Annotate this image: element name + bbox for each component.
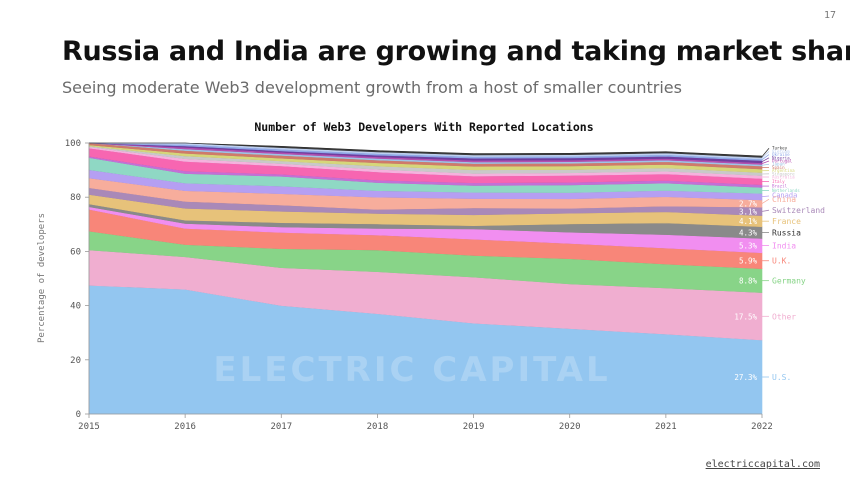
- slide-subtitle: Seeing moderate Web3 development growth …: [62, 78, 682, 97]
- label-leader-portugal: [761, 160, 770, 164]
- watermark: ELECTRIC CAPITAL: [213, 350, 610, 390]
- series-label-vietnam: Vietnam: [772, 149, 790, 154]
- series-label-u-k: U.K.: [772, 257, 791, 266]
- area-layers: [88, 142, 763, 415]
- label-leader-japan: [761, 163, 770, 166]
- series-label-germany: Germany: [772, 277, 806, 286]
- data-label-switzerland: 3.1%: [739, 207, 758, 216]
- data-label-u-s: 27.3%: [734, 373, 757, 382]
- x-tick-label: 2022: [751, 422, 773, 432]
- data-label-france: 4.1%: [739, 217, 758, 226]
- series-label-france: France: [772, 217, 801, 226]
- series-label-singapore: Singapore: [772, 171, 795, 176]
- footer-link[interactable]: electriccapital.com: [705, 459, 820, 470]
- x-tick-label: 2015: [78, 422, 100, 432]
- data-label-russia: 4.3%: [739, 229, 758, 238]
- label-leader-switzerland: [761, 209, 770, 212]
- chart-axes: 0 20 40 60 80 100 2015 2016 2017 2018 2019 2020 2021…: [65, 139, 773, 432]
- series-label-turkey: Turkey: [772, 146, 788, 151]
- series-label-spain: Spain: [772, 165, 785, 170]
- series-label-u-s: U.S.: [772, 373, 791, 382]
- series-label-brazil: Brazil: [772, 184, 788, 189]
- series-labels: U.S. 27.3% Other 17.5% Germany 8.8% U.K. 5.9% In…: [734, 146, 825, 382]
- label-leader-vietnam: [761, 151, 770, 159]
- series-label-russia: Russia: [772, 229, 801, 238]
- area-turkey: [89, 142, 763, 158]
- series-label-argentina: Argentina: [772, 168, 795, 173]
- series-label-italy: Italy: [772, 179, 785, 184]
- label-leader-china: [761, 198, 770, 204]
- slide-title: Russia and India are growing and taking …: [62, 36, 850, 67]
- series-label-netherlands: Netherlands: [772, 188, 800, 193]
- x-tick-label: 2019: [463, 422, 485, 432]
- series-label-australia: Australia: [772, 175, 795, 180]
- series-label-india: India: [772, 242, 796, 251]
- series-label-ukraine: Ukraine: [772, 152, 790, 157]
- x-tick-label: 2016: [174, 422, 196, 432]
- area-edge-turkey: [89, 142, 763, 157]
- series-label-switzerland: Switzerland: [772, 206, 825, 215]
- y-tick-label: 40: [70, 302, 81, 312]
- x-tick-label: 2021: [655, 422, 677, 432]
- data-label-germany: 8.8%: [739, 277, 758, 286]
- label-leader-ukraine: [761, 154, 770, 161]
- data-label-india: 5.3%: [739, 242, 758, 251]
- y-tick-label: 60: [70, 247, 81, 257]
- y-tick-label: 0: [76, 410, 81, 420]
- data-label-other: 17.5%: [734, 312, 757, 321]
- label-leader-turkey: [761, 147, 770, 157]
- data-label-china: 2.7%: [739, 200, 758, 209]
- series-label-nigeria: Nigeria: [772, 155, 790, 160]
- y-tick-label: 100: [65, 139, 81, 149]
- series-label-other: Other: [772, 312, 796, 321]
- data-label-u-k: 5.9%: [739, 257, 758, 266]
- x-tick-label: 2018: [367, 422, 389, 432]
- x-tick-label: 2017: [270, 422, 292, 432]
- page-number: 17: [823, 10, 836, 21]
- label-leader-canada: [761, 195, 770, 198]
- chart-title: Number of Web3 Developers With Reported …: [254, 120, 593, 134]
- series-label-japan: Japan: [772, 162, 785, 167]
- y-tick-label: 20: [70, 356, 81, 366]
- y-axis-label: Percentage of developers: [37, 213, 47, 343]
- series-label-canada: Canada: [772, 191, 797, 199]
- y-tick-label: 80: [70, 193, 81, 203]
- x-tick-label: 2020: [559, 422, 581, 432]
- label-leader-nigeria: [761, 157, 770, 163]
- series-label-china: China: [772, 195, 796, 204]
- series-label-portugal: Portugal: [772, 159, 793, 164]
